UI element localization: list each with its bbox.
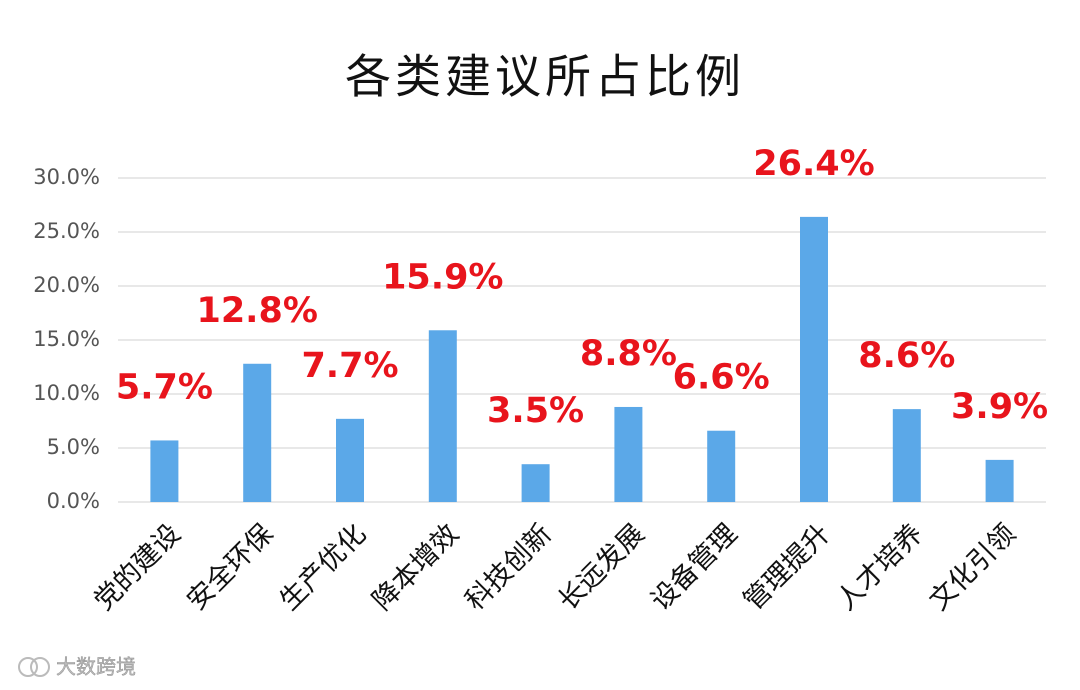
data-label: 8.6% bbox=[858, 336, 955, 376]
bar bbox=[336, 418, 364, 502]
data-label: 26.4% bbox=[753, 144, 874, 184]
watermark-icon bbox=[18, 657, 38, 677]
watermark-icon bbox=[30, 657, 50, 677]
data-label: 6.6% bbox=[673, 358, 770, 398]
data-label: 8.8% bbox=[580, 334, 677, 374]
bar bbox=[800, 216, 828, 502]
data-label: 7.7% bbox=[301, 346, 398, 386]
bar bbox=[614, 406, 643, 502]
data-label: 3.5% bbox=[487, 391, 584, 431]
data-label: 5.7% bbox=[116, 367, 213, 407]
bar bbox=[243, 363, 272, 502]
y-tick-label: 5.0% bbox=[47, 435, 100, 459]
bar bbox=[985, 459, 1014, 502]
y-tick-label: 10.0% bbox=[33, 381, 100, 405]
data-label: 3.9% bbox=[951, 387, 1048, 427]
data-label: 12.8% bbox=[196, 291, 317, 331]
bar bbox=[150, 440, 179, 502]
chart-title: 各类建议所占比例 bbox=[345, 50, 745, 104]
y-tick-label: 25.0% bbox=[33, 219, 100, 243]
y-tick-label: 15.0% bbox=[33, 327, 100, 351]
data-label: 15.9% bbox=[382, 257, 503, 297]
y-tick-label: 30.0% bbox=[33, 165, 100, 189]
watermark: 大数跨境 bbox=[56, 655, 136, 679]
bar bbox=[707, 430, 736, 502]
y-tick-label: 0.0% bbox=[47, 489, 100, 513]
bar bbox=[428, 330, 457, 502]
bar bbox=[521, 464, 550, 502]
bar bbox=[892, 409, 921, 502]
y-tick-label: 20.0% bbox=[33, 273, 100, 297]
